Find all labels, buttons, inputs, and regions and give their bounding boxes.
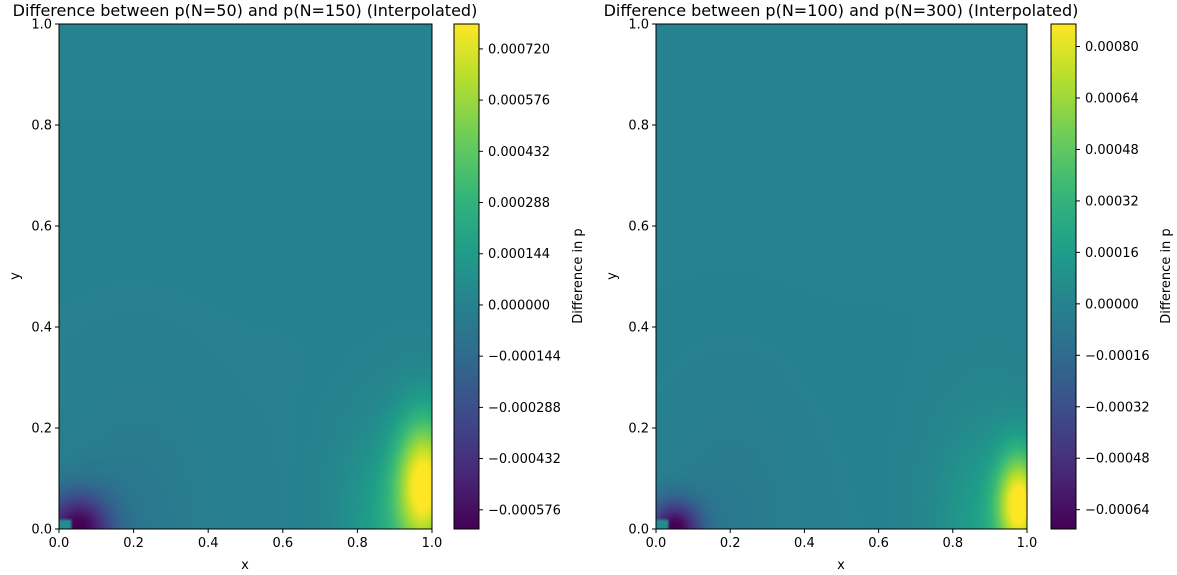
y-tick-label: 0.6 (31, 220, 52, 235)
heatmap-image (59, 24, 432, 529)
colorbar-tick-label: −0.00064 (1085, 503, 1150, 518)
x-tick-label: 0.2 (720, 536, 741, 551)
y-tick-label: 0.2 (628, 422, 649, 437)
x-tick-label: 0.4 (794, 536, 815, 551)
panel-2-x-ticks: 0.0 0.2 0.4 0.6 0.8 1.0 (646, 529, 1038, 551)
panel-2-title: Difference between p(N=100) and p(N=300)… (604, 1, 1079, 20)
panel-1-y-label: y (8, 272, 23, 280)
y-tick-label: 1.0 (31, 18, 52, 33)
panel-2-colorbar-frame (1050, 23, 1077, 530)
x-tick-label: 0.8 (347, 536, 368, 551)
panel-1-title: Difference between p(N=50) and p(N=150) … (13, 1, 478, 20)
x-tick-label: 0.8 (942, 536, 963, 551)
colorbar-tick-label: 0.000000 (488, 298, 550, 313)
y-tick-label: 0.8 (628, 119, 649, 134)
colorbar-tick-label: 0.000432 (488, 145, 550, 160)
x-tick-label: 0.0 (49, 536, 70, 551)
colorbar-tick-label: 0.00080 (1085, 40, 1139, 55)
y-tick-label: 1.0 (628, 18, 649, 33)
colorbar-tick-label: −0.00032 (1085, 400, 1150, 415)
colorbar-tick-label: −0.000288 (488, 401, 561, 416)
y-tick-label: 0.0 (31, 523, 52, 538)
colorbar-tick-label: −0.00016 (1085, 349, 1150, 364)
panel-1-x-label: x (241, 558, 249, 573)
panel-2-axes-frame (655, 23, 1028, 530)
panel-1-heatmap (59, 24, 432, 529)
colorbar-tick-label: −0.00048 (1085, 452, 1150, 467)
y-tick-label: 0.6 (628, 220, 649, 235)
panel-1-colorbar-frame (453, 23, 480, 530)
colorbar-tick-label: 0.00064 (1085, 91, 1139, 106)
colorbar-tick-label: −0.000576 (488, 503, 561, 518)
panel-1: Difference between p(N=50) and p(N=150) … (8, 1, 586, 573)
panel-2: Difference between p(N=100) and p(N=300)… (604, 1, 1174, 573)
x-tick-label: 0.4 (198, 536, 219, 551)
panel-2-heatmap (656, 24, 1027, 529)
colorbar-tick-label: 0.00016 (1085, 246, 1139, 261)
panel-2-y-label: y (605, 272, 620, 280)
panel-2-colorbar-ticks: −0.00064 −0.00048 −0.00032 −0.00016 0.00000 0… (1076, 40, 1150, 518)
x-tick-label: 0.0 (646, 536, 667, 551)
heatmap-image (656, 24, 1027, 529)
panel-2-x-label: x (837, 558, 845, 573)
y-tick-label: 0.2 (31, 422, 52, 437)
panel-2-y-ticks: 0.0 0.2 0.4 0.6 0.8 1.0 (628, 18, 656, 538)
colorbar-tick-label: 0.000144 (488, 247, 550, 262)
colorbar-tick-label: 0.00032 (1085, 194, 1139, 209)
colorbar-tick-label: 0.00048 (1085, 143, 1139, 158)
panel-1-axes-frame (58, 23, 433, 530)
y-tick-label: 0.8 (31, 119, 52, 134)
x-tick-label: 0.6 (272, 536, 293, 551)
y-tick-label: 0.4 (31, 321, 52, 336)
panel-2-colorbar-label: Difference in p (1159, 228, 1174, 323)
panel-1-colorbar-label: Difference in p (571, 228, 586, 323)
x-tick-label: 1.0 (1017, 536, 1038, 551)
panel-1-colorbar-ticks: −0.000576 −0.000432 −0.000288 −0.000144 0.00… (479, 42, 561, 518)
panel-1-x-ticks: 0.0 0.2 0.4 0.6 0.8 1.0 (49, 529, 443, 551)
x-tick-label: 1.0 (422, 536, 443, 551)
colorbar-tick-label: 0.00000 (1085, 297, 1139, 312)
x-tick-label: 0.6 (868, 536, 889, 551)
panel-1-colorbar (454, 24, 479, 529)
y-tick-label: 0.4 (628, 321, 649, 336)
panel-1-y-ticks: 0.0 0.2 0.4 0.6 0.8 1.0 (31, 18, 59, 538)
colorbar-tick-label: −0.000144 (488, 350, 561, 365)
colorbar-tick-label: 0.000720 (488, 42, 550, 57)
x-tick-label: 0.2 (123, 536, 144, 551)
y-tick-label: 0.0 (628, 523, 649, 538)
colorbar-tick-label: 0.000576 (488, 94, 550, 109)
colorbar-tick-label: 0.000288 (488, 196, 550, 211)
colorbar-tick-label: −0.000432 (488, 452, 561, 467)
panel-2-colorbar (1051, 24, 1076, 529)
